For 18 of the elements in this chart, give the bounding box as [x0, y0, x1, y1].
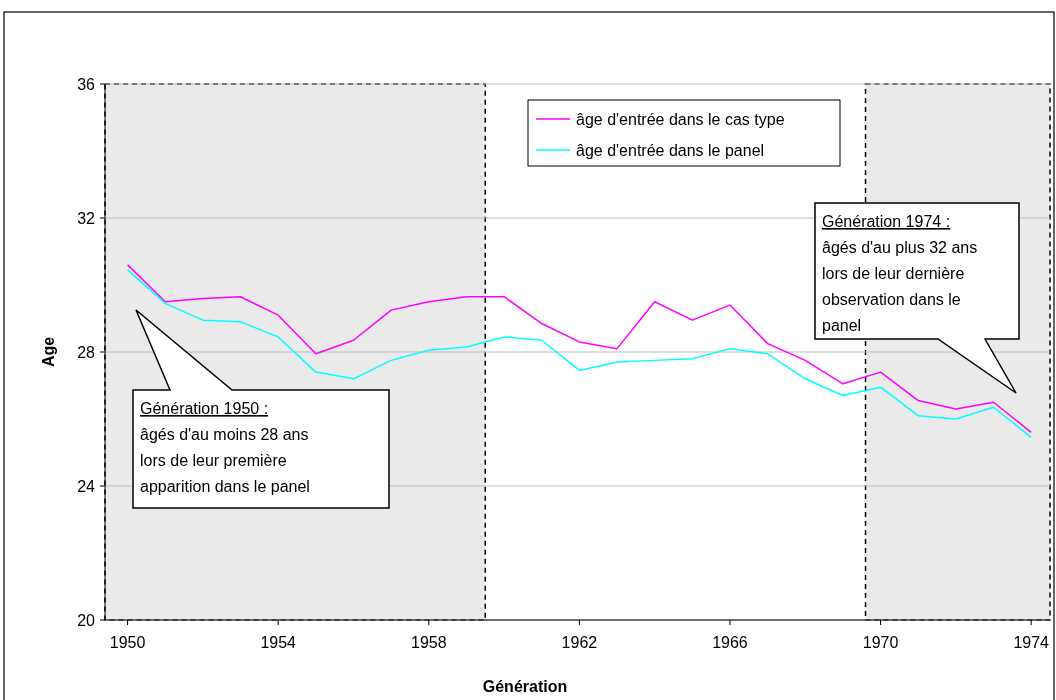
y-tick-label: 32 [77, 209, 96, 227]
x-tick-label: 1974 [1013, 634, 1050, 651]
x-tick-label: 1954 [260, 634, 297, 651]
x-tick-label: 1966 [712, 634, 748, 651]
annotation: Génération 1974 : âgés d'au plus 32 ans lors de leur dernière observation dans le panel [822, 213, 978, 334]
y-tick-label: 36 [77, 75, 96, 93]
y-tick-label: 24 [77, 477, 96, 495]
x-tick-label: 1962 [561, 634, 598, 651]
x-tick-label: 1950 [109, 634, 146, 651]
x-axis-title: Génération [482, 678, 568, 695]
legend-label: âge d'entrée dans le cas type [576, 110, 785, 128]
x-tick-label: 1970 [862, 634, 899, 651]
legend-label: âge d'entrée dans le panel [576, 141, 765, 159]
y-tick-label: 28 [77, 343, 96, 361]
y-tick-label: 20 [77, 611, 96, 629]
x-tick-label: 1958 [410, 634, 447, 651]
y-axis-title: Age [40, 336, 57, 368]
annotation: Génération 1950 : âgés d'au moins 28 ans lors de leur première apparition dans le panel [140, 400, 310, 495]
